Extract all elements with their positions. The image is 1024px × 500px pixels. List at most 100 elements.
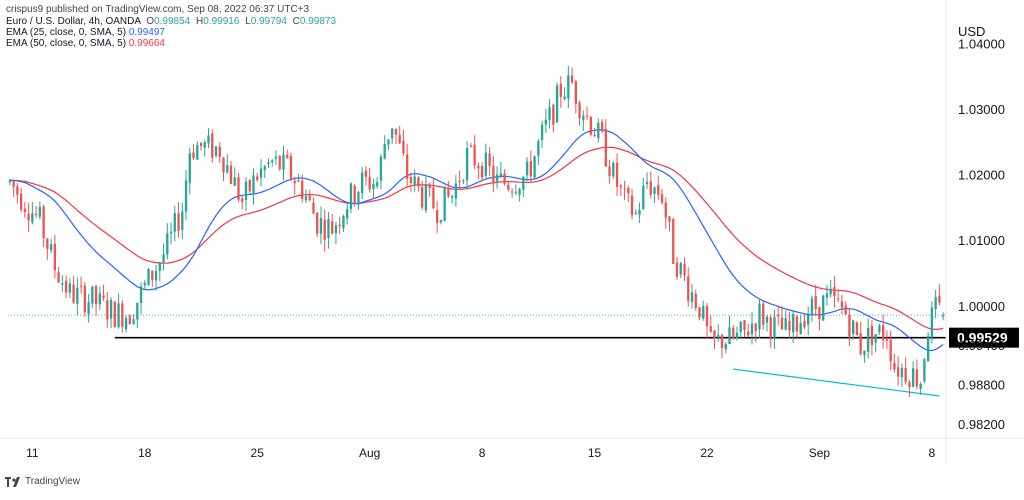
candle-body bbox=[132, 319, 135, 324]
y-tick-label: 0.98800 bbox=[958, 378, 1005, 393]
candle bbox=[672, 217, 675, 265]
candle bbox=[383, 135, 386, 160]
candle bbox=[34, 205, 38, 219]
candle bbox=[612, 160, 615, 179]
candle-body bbox=[814, 295, 817, 309]
candle-body bbox=[428, 185, 431, 189]
candle-body bbox=[660, 194, 664, 203]
candle-body bbox=[443, 186, 446, 221]
candle bbox=[173, 205, 176, 242]
candle-body bbox=[91, 286, 94, 304]
candle bbox=[417, 176, 420, 192]
candle-body bbox=[143, 282, 146, 286]
candle bbox=[911, 361, 915, 388]
candle bbox=[555, 82, 559, 123]
publisher-line: crispus9 published on TradingView.com, S… bbox=[6, 4, 310, 15]
candle-body bbox=[773, 316, 776, 338]
candle bbox=[525, 157, 529, 181]
candle-body bbox=[919, 383, 922, 389]
candle bbox=[687, 267, 690, 307]
candle-body bbox=[930, 307, 934, 338]
candle-body bbox=[732, 327, 735, 339]
x-tick-label: 15 bbox=[588, 446, 602, 460]
candle bbox=[585, 106, 589, 121]
candle bbox=[289, 152, 293, 182]
candle bbox=[874, 333, 877, 353]
candle-body bbox=[211, 133, 214, 158]
candle bbox=[218, 141, 221, 163]
candle-body bbox=[615, 162, 619, 187]
candle-body bbox=[818, 307, 821, 320]
candle bbox=[450, 194, 454, 204]
candle bbox=[634, 209, 637, 216]
candle-body bbox=[728, 327, 731, 345]
candle-body bbox=[687, 276, 690, 301]
candle-body bbox=[623, 188, 626, 190]
candle bbox=[608, 159, 611, 184]
candle-body bbox=[432, 187, 435, 209]
candle-body bbox=[139, 286, 143, 304]
candle bbox=[503, 169, 506, 186]
y-tick-label: 1.03000 bbox=[958, 102, 1005, 117]
candle-body bbox=[256, 176, 259, 180]
candle-body bbox=[795, 316, 799, 332]
candle bbox=[327, 212, 330, 249]
candle-body bbox=[750, 323, 754, 335]
candle bbox=[319, 206, 323, 245]
candle bbox=[57, 266, 60, 284]
candle bbox=[848, 307, 851, 346]
candle bbox=[38, 201, 42, 220]
candle bbox=[623, 180, 626, 201]
candle-body bbox=[23, 208, 27, 213]
candle-body bbox=[207, 135, 210, 144]
candle-body bbox=[713, 330, 716, 339]
candle bbox=[252, 168, 255, 205]
candle-body bbox=[709, 326, 712, 332]
candle bbox=[413, 169, 416, 192]
candle bbox=[885, 330, 889, 349]
candle bbox=[818, 306, 821, 331]
candle bbox=[323, 209, 326, 252]
candle-body bbox=[735, 332, 739, 339]
candle bbox=[904, 357, 907, 385]
candle-body bbox=[514, 192, 518, 194]
candle-body bbox=[522, 176, 525, 190]
candle-body bbox=[27, 213, 30, 221]
candle bbox=[12, 179, 15, 198]
candle bbox=[540, 120, 544, 148]
candle-body bbox=[169, 231, 173, 234]
candle-body bbox=[630, 195, 634, 216]
candle bbox=[8, 178, 12, 185]
candle bbox=[409, 172, 413, 193]
candle bbox=[915, 359, 919, 390]
candle bbox=[226, 154, 229, 174]
candle bbox=[128, 314, 131, 325]
candle bbox=[342, 214, 345, 233]
candle bbox=[49, 238, 53, 254]
candle-body bbox=[458, 181, 461, 183]
candle bbox=[23, 202, 27, 218]
candle bbox=[499, 161, 503, 179]
y-tick-label: 1.02000 bbox=[958, 168, 1005, 183]
candle-body bbox=[184, 180, 188, 212]
candle-body bbox=[844, 305, 847, 315]
candle bbox=[301, 174, 304, 203]
candle-body bbox=[690, 292, 694, 303]
candle-body bbox=[447, 188, 450, 197]
candle-body bbox=[754, 323, 757, 332]
candle-body bbox=[518, 189, 521, 195]
candle bbox=[645, 172, 649, 189]
candle bbox=[754, 322, 757, 343]
candle-body bbox=[848, 314, 851, 337]
candle bbox=[788, 311, 791, 339]
candle-body bbox=[364, 170, 368, 177]
candle-body bbox=[900, 367, 904, 378]
candle bbox=[559, 76, 562, 108]
candle bbox=[465, 141, 469, 190]
candle bbox=[346, 203, 349, 225]
candle-body bbox=[878, 325, 881, 332]
candle bbox=[582, 110, 585, 131]
candle-body bbox=[803, 321, 806, 327]
